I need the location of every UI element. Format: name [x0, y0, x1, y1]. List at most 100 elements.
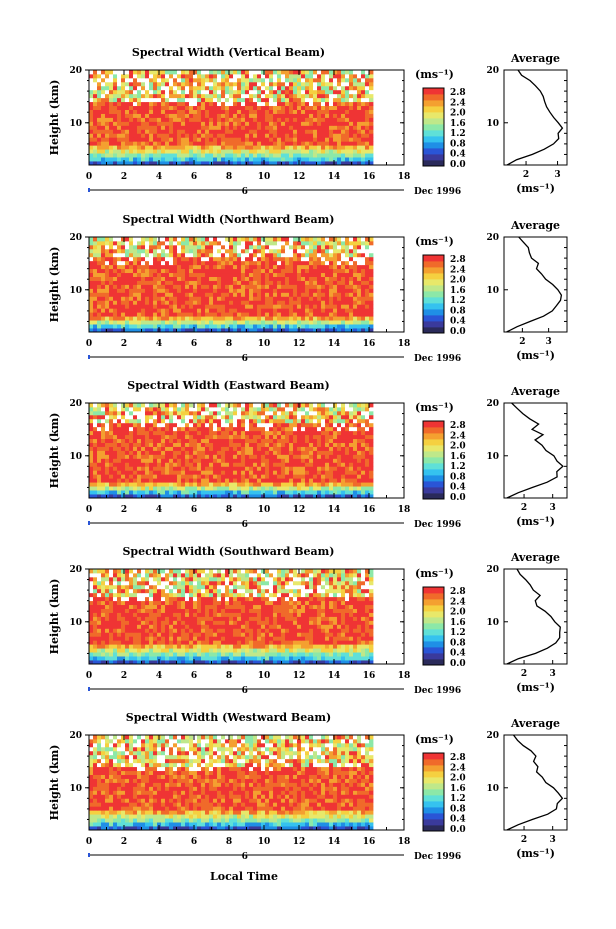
heatmap-cell	[297, 145, 302, 150]
heatmap-cell	[97, 300, 102, 305]
heatmap-cell	[309, 284, 314, 289]
heatmap-cell	[369, 145, 374, 150]
heatmap-cell	[289, 284, 294, 289]
heatmap-cell	[345, 244, 350, 250]
heatmap-cell	[117, 454, 122, 459]
heatmap-cell	[281, 93, 286, 99]
heatmap-cell	[141, 430, 146, 436]
heatmap-cell	[229, 105, 234, 110]
heatmap-cell	[237, 296, 242, 301]
heatmap-cell	[361, 446, 366, 451]
colorbar-label: 1.6	[450, 119, 466, 129]
heatmap-cell	[149, 153, 154, 158]
heatmap-cell	[269, 105, 274, 110]
heatmap-cell	[337, 276, 342, 281]
heatmap-cell	[181, 256, 186, 262]
x-tick-label: 12	[293, 339, 306, 349]
heatmap-cell	[369, 129, 374, 134]
heatmap-cell	[265, 248, 270, 254]
heatmap-cell	[173, 454, 178, 459]
heatmap-cell	[185, 264, 190, 270]
heatmap-cell	[349, 284, 354, 289]
heatmap-cell	[325, 70, 330, 75]
heatmap-cell	[145, 248, 150, 254]
heatmap-cell	[313, 129, 318, 134]
heatmap-cell	[161, 256, 166, 262]
heatmap-cell	[233, 438, 238, 443]
heatmap-cell	[325, 133, 330, 138]
heatmap-cell	[265, 117, 270, 122]
heatmap-cell	[321, 454, 326, 459]
heatmap-cell	[153, 308, 158, 313]
heatmap-cell	[189, 494, 194, 499]
heatmap-cell	[125, 474, 130, 479]
heatmap-cell	[305, 73, 310, 79]
heatmap-cell	[93, 93, 98, 99]
heatmap-cell	[105, 276, 110, 281]
heatmap-cell	[201, 237, 206, 242]
heatmap-cell	[313, 244, 318, 250]
heatmap-cell	[185, 252, 190, 258]
heatmap-cell	[265, 244, 270, 250]
heatmap-cell	[173, 328, 178, 333]
heatmap-cell	[237, 105, 242, 110]
heatmap-cell	[217, 248, 222, 254]
heatmap-cell	[337, 470, 342, 475]
heatmap-cell	[369, 272, 374, 277]
heatmap-cell	[185, 153, 190, 158]
heatmap-cell	[117, 276, 122, 281]
heatmap-cell	[353, 320, 358, 325]
heatmap-cell	[277, 288, 282, 293]
heatmap-cell	[297, 490, 302, 495]
heatmap-cell	[265, 490, 270, 495]
heatmap-cell	[173, 320, 178, 325]
heatmap-cell	[341, 438, 346, 443]
heatmap-cell	[89, 157, 94, 162]
heatmap-cell	[201, 157, 206, 162]
heatmap-cell	[101, 141, 106, 146]
heatmap-cell	[97, 418, 102, 424]
heatmap-cell	[345, 125, 350, 130]
heatmap-cell	[93, 252, 98, 258]
heatmap-cell	[205, 137, 210, 142]
heatmap-cell	[121, 288, 126, 293]
heatmap-cell	[333, 109, 338, 114]
heatmap-cell	[285, 296, 290, 301]
colorbar-unit: (ms⁻¹)	[415, 235, 454, 248]
heatmap-cell	[245, 486, 250, 491]
heatmap-cell	[197, 474, 202, 479]
heatmap-cell	[337, 438, 342, 443]
heatmap-cell	[129, 252, 134, 258]
heatmap-cell	[253, 316, 258, 321]
heatmap-cell	[177, 446, 182, 451]
heatmap-cell	[365, 474, 370, 479]
heatmap-cell	[153, 478, 158, 483]
heatmap-cell	[117, 252, 122, 258]
heatmap-cell	[313, 137, 318, 142]
heatmap-cell	[369, 422, 374, 428]
heatmap-cell	[181, 276, 186, 281]
heatmap-cell	[301, 89, 306, 95]
heatmap-cell	[145, 133, 150, 138]
heatmap-cell	[317, 89, 322, 95]
heatmap-cell	[169, 490, 174, 495]
heatmap-cell	[177, 450, 182, 455]
heatmap-cell	[321, 276, 326, 281]
heatmap-cell	[321, 446, 326, 451]
heatmap-cell	[305, 101, 310, 107]
heatmap-cell	[97, 109, 102, 114]
heatmap-cell	[133, 248, 138, 254]
heatmap-cell	[137, 77, 142, 83]
heatmap-cell	[209, 97, 214, 103]
heatmap-cell	[137, 264, 142, 270]
heatmap-cell	[129, 268, 134, 274]
heatmap-cell	[89, 466, 94, 471]
heatmap-cell	[125, 252, 130, 258]
heatmap-cell	[169, 141, 174, 146]
heatmap-cell	[169, 85, 174, 91]
heatmap-cell	[201, 316, 206, 321]
heatmap-cell	[125, 101, 130, 107]
colorbar-swatch	[423, 297, 444, 304]
heatmap-cell	[221, 316, 226, 321]
heatmap-cell	[121, 442, 126, 447]
